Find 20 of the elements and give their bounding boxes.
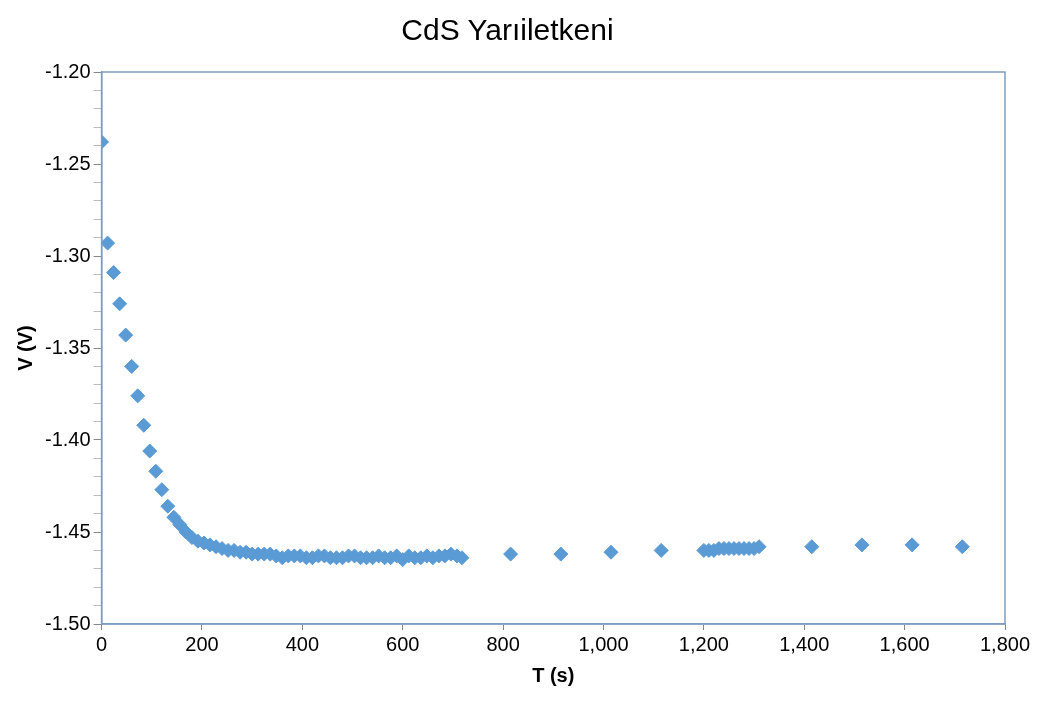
- x-tick-label: 800: [486, 632, 520, 655]
- x-tick-label: 400: [285, 632, 320, 655]
- x-tick-label: 1,400: [779, 632, 830, 655]
- x-tick-label: 1,000: [578, 632, 629, 655]
- x-tick-label: 600: [386, 632, 420, 655]
- y-tick-label: -1.50: [44, 611, 91, 634]
- x-tick-label: 1,200: [678, 632, 729, 655]
- y-tick-label: -1.40: [44, 427, 91, 450]
- y-tick-label: -1.45: [44, 519, 91, 542]
- y-axis-title: V (V): [13, 325, 36, 371]
- x-axis-title: T (s): [532, 663, 575, 686]
- chart-title: CdS Yarıiletkeni: [401, 13, 614, 47]
- x-tick-label: 200: [185, 632, 219, 655]
- x-tick-label: 1,800: [979, 632, 1031, 655]
- y-tick-label: -1.35: [44, 335, 91, 358]
- x-tick-label: 0: [96, 632, 108, 655]
- y-tick-label: -1.25: [44, 151, 91, 174]
- x-tick-label: 1,600: [879, 632, 930, 655]
- y-tick-label: -1.30: [44, 243, 91, 266]
- y-tick-label: -1.20: [44, 59, 91, 82]
